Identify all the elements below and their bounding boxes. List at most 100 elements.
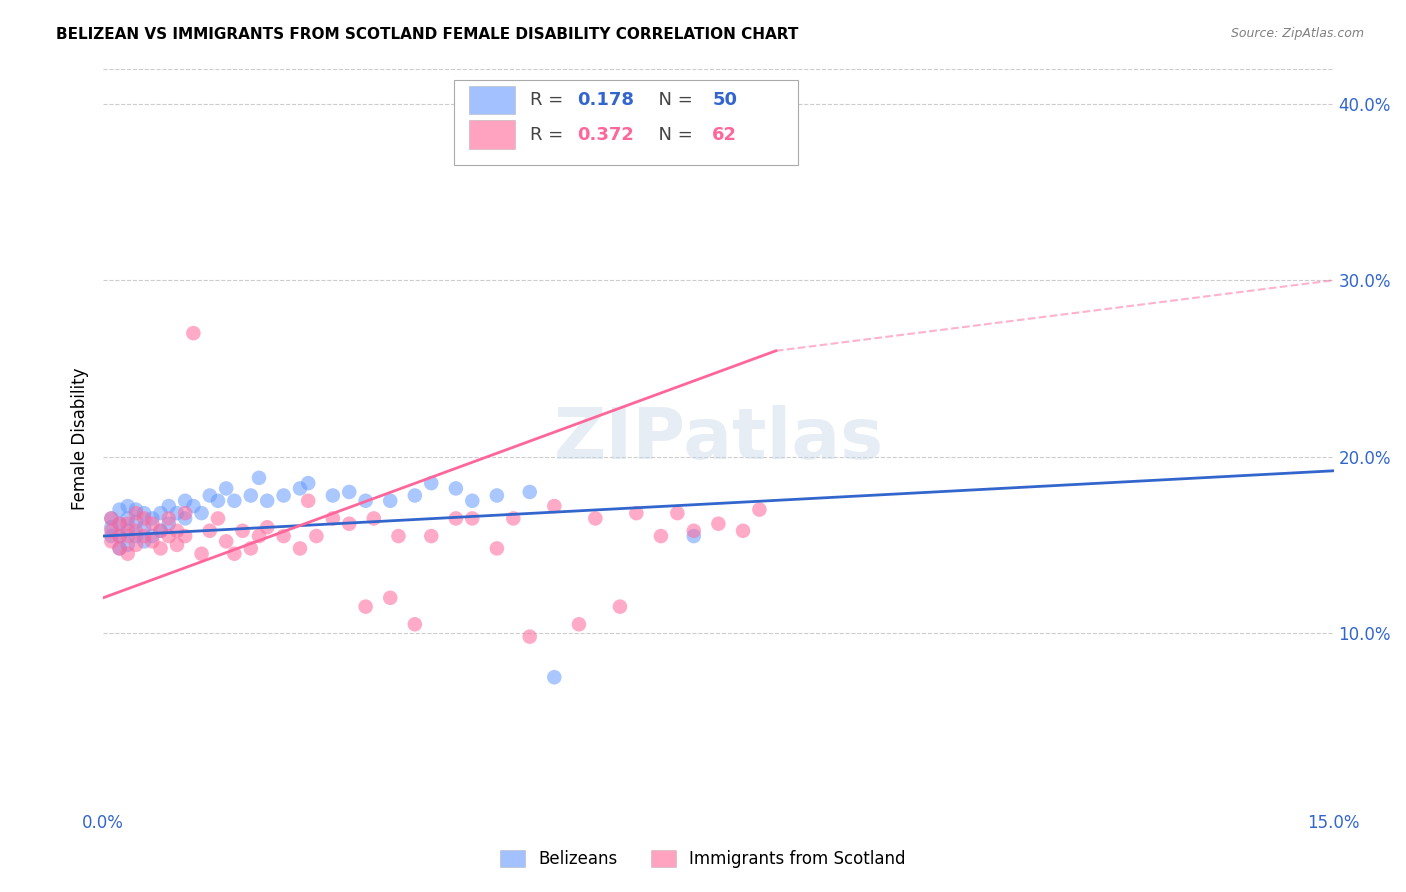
Point bbox=[166, 524, 188, 538]
Point bbox=[485, 541, 508, 556]
FancyBboxPatch shape bbox=[468, 120, 516, 149]
Point bbox=[354, 493, 377, 508]
Point bbox=[288, 482, 311, 496]
Text: N =: N = bbox=[647, 126, 699, 145]
Point bbox=[305, 529, 328, 543]
Point bbox=[239, 488, 262, 502]
Point bbox=[420, 529, 443, 543]
Point bbox=[117, 529, 139, 543]
Point bbox=[609, 599, 631, 614]
Point bbox=[141, 529, 163, 543]
Point bbox=[682, 524, 704, 538]
Point bbox=[387, 529, 409, 543]
Point bbox=[288, 541, 311, 556]
Point bbox=[125, 506, 148, 520]
Point bbox=[461, 511, 484, 525]
Point bbox=[404, 617, 426, 632]
Point bbox=[626, 506, 648, 520]
Point bbox=[117, 516, 139, 531]
Point bbox=[256, 493, 278, 508]
Point bbox=[141, 516, 163, 531]
Point bbox=[183, 326, 205, 341]
Point bbox=[149, 506, 172, 520]
Point bbox=[174, 493, 197, 508]
Point bbox=[100, 524, 122, 538]
Point bbox=[166, 538, 188, 552]
Point bbox=[420, 476, 443, 491]
Point bbox=[363, 511, 385, 525]
Point bbox=[117, 547, 139, 561]
Point bbox=[134, 529, 156, 543]
Point bbox=[247, 529, 270, 543]
Point bbox=[485, 488, 508, 502]
Point bbox=[666, 506, 689, 520]
Point bbox=[198, 524, 221, 538]
Point bbox=[125, 515, 148, 529]
Point bbox=[117, 524, 139, 538]
Point bbox=[444, 482, 467, 496]
Point bbox=[149, 524, 172, 538]
Point bbox=[380, 591, 402, 605]
Point bbox=[444, 511, 467, 525]
Text: Source: ZipAtlas.com: Source: ZipAtlas.com bbox=[1230, 27, 1364, 40]
Point bbox=[297, 493, 319, 508]
Point bbox=[224, 493, 246, 508]
Point bbox=[239, 541, 262, 556]
Point bbox=[682, 529, 704, 543]
Point bbox=[108, 541, 131, 556]
Point bbox=[215, 534, 238, 549]
Point bbox=[100, 529, 122, 543]
Point bbox=[174, 506, 197, 520]
Point bbox=[207, 493, 229, 508]
Text: R =: R = bbox=[530, 126, 569, 145]
Text: BELIZEAN VS IMMIGRANTS FROM SCOTLAND FEMALE DISABILITY CORRELATION CHART: BELIZEAN VS IMMIGRANTS FROM SCOTLAND FEM… bbox=[56, 27, 799, 42]
FancyBboxPatch shape bbox=[454, 79, 799, 165]
Point bbox=[731, 524, 754, 538]
Point bbox=[707, 516, 730, 531]
Point bbox=[134, 520, 156, 534]
Point bbox=[224, 547, 246, 561]
Point bbox=[108, 529, 131, 543]
Point bbox=[141, 511, 163, 525]
Point bbox=[337, 485, 360, 500]
Point bbox=[190, 506, 212, 520]
Point bbox=[125, 538, 148, 552]
Point bbox=[650, 529, 672, 543]
Point bbox=[166, 506, 188, 520]
Point bbox=[100, 520, 122, 534]
Point bbox=[273, 529, 295, 543]
Point bbox=[125, 502, 148, 516]
Point bbox=[322, 511, 344, 525]
Point bbox=[543, 670, 565, 684]
Point bbox=[174, 511, 197, 525]
Point bbox=[568, 617, 591, 632]
Point bbox=[100, 511, 122, 525]
Point bbox=[380, 493, 402, 508]
Point bbox=[108, 516, 131, 531]
Point bbox=[207, 511, 229, 525]
Point bbox=[354, 599, 377, 614]
Point bbox=[157, 511, 180, 525]
Point bbox=[748, 502, 770, 516]
Point bbox=[519, 630, 541, 644]
Point bbox=[108, 529, 131, 543]
Point bbox=[404, 488, 426, 502]
Point bbox=[174, 529, 197, 543]
Text: ZIPatlas: ZIPatlas bbox=[554, 405, 883, 474]
Text: 50: 50 bbox=[713, 91, 737, 110]
Text: 0.178: 0.178 bbox=[576, 91, 634, 110]
Point bbox=[134, 534, 156, 549]
Text: N =: N = bbox=[647, 91, 699, 110]
Point bbox=[183, 499, 205, 513]
Point bbox=[583, 511, 606, 525]
Point bbox=[157, 529, 180, 543]
Point bbox=[198, 488, 221, 502]
Point bbox=[117, 511, 139, 525]
Point bbox=[256, 520, 278, 534]
Point bbox=[125, 524, 148, 538]
Point bbox=[100, 511, 122, 525]
Point bbox=[297, 476, 319, 491]
Point bbox=[125, 529, 148, 543]
Legend: Belizeans, Immigrants from Scotland: Belizeans, Immigrants from Scotland bbox=[494, 843, 912, 875]
Point bbox=[149, 524, 172, 538]
